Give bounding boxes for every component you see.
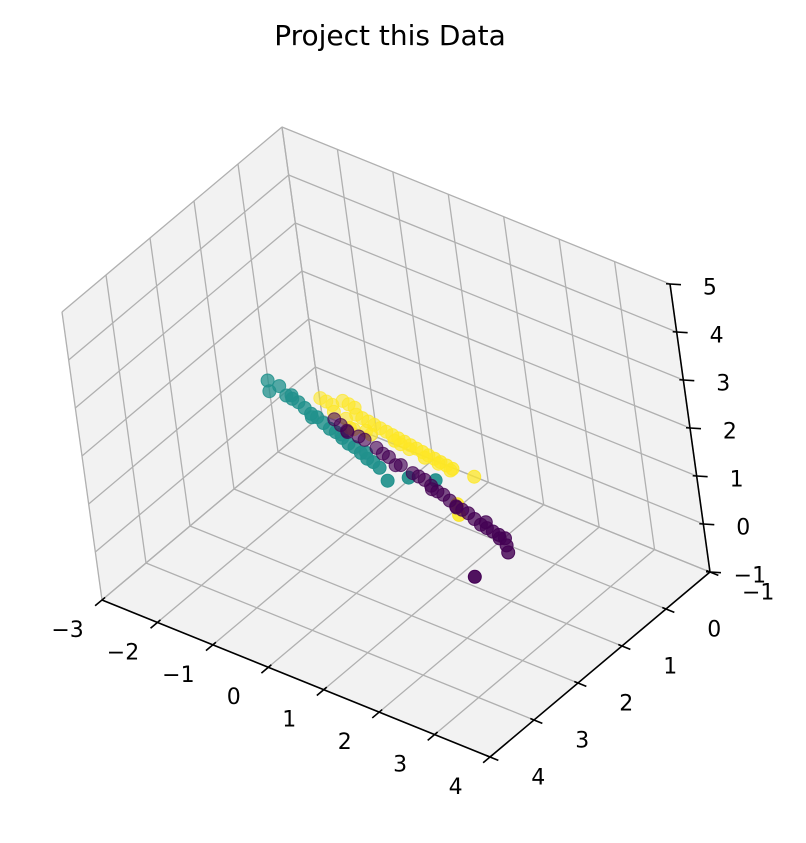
z-tick-label-mark (699, 522, 715, 526)
grid-line-z-left (61, 126, 283, 313)
z-tick-label-mark (665, 282, 682, 286)
y-tick-label-mark (485, 754, 499, 762)
data-point (272, 379, 287, 394)
data-point (393, 458, 408, 473)
grid-line-z-left (74, 222, 296, 409)
x-tick-label: 1 (282, 708, 296, 733)
y-tick-label-mark (617, 643, 631, 651)
grid-line-z-left (81, 270, 303, 457)
data-point (327, 412, 342, 427)
data-points (260, 373, 516, 584)
grid-line-x-floor (267, 481, 489, 668)
grid-lines (61, 126, 711, 758)
x-tick-label: 4 (449, 775, 463, 800)
grid-line-x-floor (212, 459, 434, 646)
axis-lines (94, 282, 722, 764)
grid-line-y-floor (145, 562, 535, 721)
x-tick-label: 3 (393, 753, 407, 778)
z-tick-label-mark (679, 378, 695, 382)
grid-line-z-back (321, 414, 711, 573)
y-tick-label: 0 (707, 618, 721, 643)
data-point (380, 473, 395, 488)
x-tick-label-mark (427, 731, 439, 741)
z-tick-label: 5 (703, 275, 717, 300)
data-point (284, 388, 299, 403)
grid-line-y-floor (277, 451, 667, 610)
grid-line-z-back (315, 366, 704, 525)
data-point (431, 456, 446, 471)
x-tick-label: 0 (227, 685, 241, 710)
x-tick-label-mark (371, 708, 383, 719)
z-tick-label: 4 (710, 323, 724, 348)
data-point (467, 469, 482, 484)
data-point (402, 442, 417, 457)
x-tick-label-mark (260, 664, 272, 674)
z-tick-label-mark (705, 570, 722, 574)
z-tick-label: 2 (723, 419, 737, 444)
z-tick-label: 1 (730, 467, 744, 492)
y-tick-label-mark (529, 717, 543, 725)
grid-line-z-left (101, 414, 323, 601)
z-tick-label-mark (685, 426, 702, 430)
tick-labels: −3 −2 −1 0 1 2 3 4 −1 0 1 2 3 4 −1 0 1 2 3 4 5 (51, 275, 774, 800)
x-tick-label-mark (94, 596, 106, 607)
chart-title: Project this Data (274, 19, 506, 52)
grid-line-x-floor (434, 549, 655, 736)
y-tick-label-mark (661, 606, 675, 614)
grid-line-z-left (68, 174, 290, 361)
grid-line-z-back (295, 222, 684, 381)
y-tick-label: 1 (663, 655, 677, 680)
grid-line-z-back (308, 318, 697, 477)
y-tick-label: −1 (742, 581, 774, 606)
data-point (351, 429, 366, 444)
x-tick-label: −3 (51, 618, 83, 643)
z-tick-label: 0 (736, 515, 750, 540)
grid-line-z-left (94, 366, 316, 553)
grid-line-z-back (288, 174, 677, 333)
x-tick-label-mark (482, 753, 494, 764)
x-tick-label-mark (316, 686, 328, 697)
x-tick-label: −2 (107, 640, 139, 665)
y-tick-label-mark (573, 680, 587, 688)
z-tick-label-mark (672, 330, 688, 334)
y-tick-label: 3 (575, 729, 589, 754)
data-point (369, 440, 384, 455)
data-point (467, 569, 482, 584)
z-tick-label-mark (692, 474, 708, 478)
x-tick-label-mark (205, 641, 217, 652)
data-point (313, 391, 328, 406)
x-axis-line (101, 599, 491, 758)
grid-line-z-left (88, 318, 310, 505)
z-tick-label: 3 (716, 371, 730, 396)
data-point (443, 463, 458, 478)
y-axis-line (489, 571, 711, 758)
x-tick-label-mark (150, 619, 162, 629)
grid-line-x-floor (378, 526, 600, 713)
grid-line-z-back (281, 126, 671, 285)
grid-line-x-floor (157, 436, 378, 623)
y-tick-label: 4 (531, 766, 545, 791)
grid-line-y-floor (189, 525, 579, 684)
grid-line-y-floor (233, 488, 623, 647)
data-point (405, 466, 420, 481)
y-tick-label: 2 (619, 692, 633, 717)
x-tick-label: 2 (338, 730, 352, 755)
data-point (260, 373, 275, 388)
x-tick-label: −1 (162, 663, 194, 688)
grid-line-z-back (301, 270, 691, 429)
z-tick-label: −1 (734, 563, 766, 588)
